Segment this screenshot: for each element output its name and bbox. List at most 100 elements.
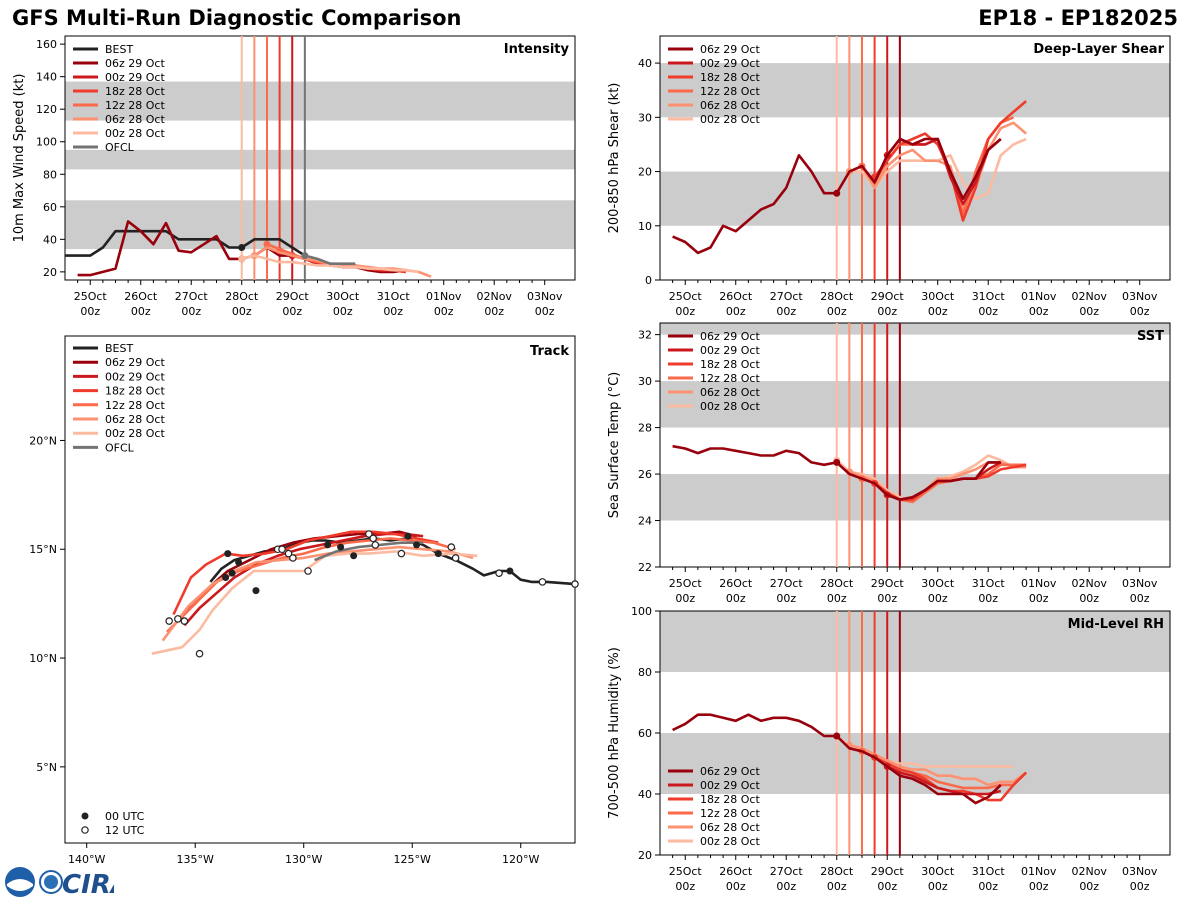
init-point (301, 252, 309, 260)
x-tick-label: 31Oct (972, 865, 1006, 878)
x-tick-label: 00z (1029, 592, 1049, 605)
legend-label: 12z 28 Oct (700, 372, 760, 385)
legend-label: BEST (105, 342, 133, 355)
track-point-00utc (228, 569, 236, 577)
x-tick-label: 30Oct (326, 290, 360, 303)
legend-marker (81, 812, 89, 820)
x-tick-label: 25Oct (669, 290, 703, 303)
x-tick-label: 120°W (502, 853, 539, 866)
x-tick-label: 30Oct (921, 865, 955, 878)
legend-label: OFCL (105, 141, 135, 154)
track-point-00utc (337, 543, 345, 551)
x-tick-label: 29Oct (871, 865, 905, 878)
y-tick-label: 5°N (36, 761, 57, 774)
x-tick-label: 28Oct (820, 865, 854, 878)
track-point-12utc (365, 530, 373, 538)
series-line-OFCL (304, 254, 356, 265)
x-tick-label: 01Nov (426, 290, 462, 303)
y-tick-label: 0 (645, 274, 652, 287)
x-tick-label: 03Nov (527, 290, 563, 303)
x-tick-label: 00z (1029, 305, 1049, 318)
legend-label: 12z 28 Oct (700, 85, 760, 98)
x-tick-label: 00z (1079, 880, 1099, 893)
legend-label: 18z 28 Oct (700, 358, 760, 371)
track-point-00utc (434, 550, 442, 558)
x-tick-label: 125°W (394, 853, 431, 866)
x-tick-label: 02Nov (1071, 290, 1107, 303)
y-tick-label: 100 (36, 136, 57, 149)
init-point (833, 732, 841, 740)
plot-frame (659, 322, 1171, 568)
x-tick-label: 00z (232, 305, 252, 318)
x-tick-label: 03Nov (1122, 865, 1158, 878)
x-tick-label: 26Oct (719, 290, 753, 303)
legend-label: 12 UTC (105, 824, 145, 837)
legend-label: 00z 28 Oct (700, 113, 760, 126)
x-tick-label: 00z (484, 305, 504, 318)
x-tick-label: 31Oct (972, 290, 1006, 303)
track-point-00utc (413, 541, 421, 549)
track-point-12utc (289, 554, 297, 562)
x-tick-label: 130°W (285, 853, 322, 866)
y-tick-label: 40 (43, 233, 57, 246)
legend-label: 00z 29 Oct (105, 370, 165, 383)
legend-label: 18z 28 Oct (700, 71, 760, 84)
x-tick-label: 00z (978, 305, 998, 318)
shaded-band (660, 323, 1170, 335)
x-tick-label: 00z (1130, 305, 1150, 318)
track-point-12utc (304, 567, 312, 575)
track-point-12utc (451, 554, 460, 562)
noaa-cira-logo: CIRA (4, 866, 131, 900)
legend-marker (81, 826, 89, 834)
x-tick-label: 30Oct (921, 577, 955, 590)
x-tick-label: 00z (282, 305, 302, 318)
track-line-00z-28-Oct (151, 550, 478, 655)
panel-title: Deep-Layer Shear (1033, 42, 1164, 57)
y-tick-label: 26 (638, 468, 652, 481)
legend-label: 00z 28 Oct (105, 127, 165, 140)
x-tick-label: 00z (776, 305, 796, 318)
track-point-12utc (278, 545, 286, 554)
y-tick-label: 30 (638, 375, 652, 388)
x-tick-label: 26Oct (124, 290, 158, 303)
legend-label: 06z 28 Oct (700, 99, 760, 112)
x-tick-label: 00z (1079, 592, 1099, 605)
x-tick-label: 00z (776, 880, 796, 893)
series-line-BEST (65, 229, 306, 257)
shaded-band (660, 381, 1170, 428)
track-point-00utc (222, 574, 230, 582)
init-point (238, 243, 246, 251)
plot-frame (64, 335, 576, 844)
x-tick-label: 00z (1029, 880, 1049, 893)
x-tick-label: 03Nov (1122, 290, 1158, 303)
x-tick-label: 29Oct (276, 290, 310, 303)
y-axis-label: 700-500 hPa Humidity (%) (607, 647, 622, 819)
track-point-00utc (506, 567, 514, 575)
legend-label: 12z 28 Oct (105, 399, 165, 412)
y-tick-label: 20 (43, 266, 57, 279)
x-tick-label: 00z (675, 592, 695, 605)
x-tick-label: 135°W (177, 853, 214, 866)
track-point-12utc (571, 580, 579, 588)
y-tick-label: 80 (638, 666, 652, 679)
x-tick-label: 25Oct (669, 865, 703, 878)
y-tick-label: 80 (43, 168, 57, 181)
track-point-00utc (235, 558, 243, 566)
x-tick-label: 00z (978, 880, 998, 893)
x-tick-label: 27Oct (770, 865, 804, 878)
legend-label: 00z 28 Oct (105, 427, 165, 440)
legend-label: 12z 28 Oct (700, 807, 760, 820)
x-tick-label: 31Oct (377, 290, 411, 303)
x-tick-label: 00z (877, 592, 897, 605)
x-tick-label: 01Nov (1021, 577, 1057, 590)
y-tick-label: 22 (638, 561, 652, 574)
y-tick-label: 24 (638, 515, 652, 528)
y-tick-label: 20 (638, 166, 652, 179)
track-point-00utc (404, 532, 412, 540)
legend-label: 00z 29 Oct (105, 71, 165, 84)
track-point-12utc (369, 534, 377, 543)
x-tick-label: 00z (675, 305, 695, 318)
shaded-band (660, 171, 1170, 226)
legend-label: 06z 29 Oct (105, 356, 165, 369)
